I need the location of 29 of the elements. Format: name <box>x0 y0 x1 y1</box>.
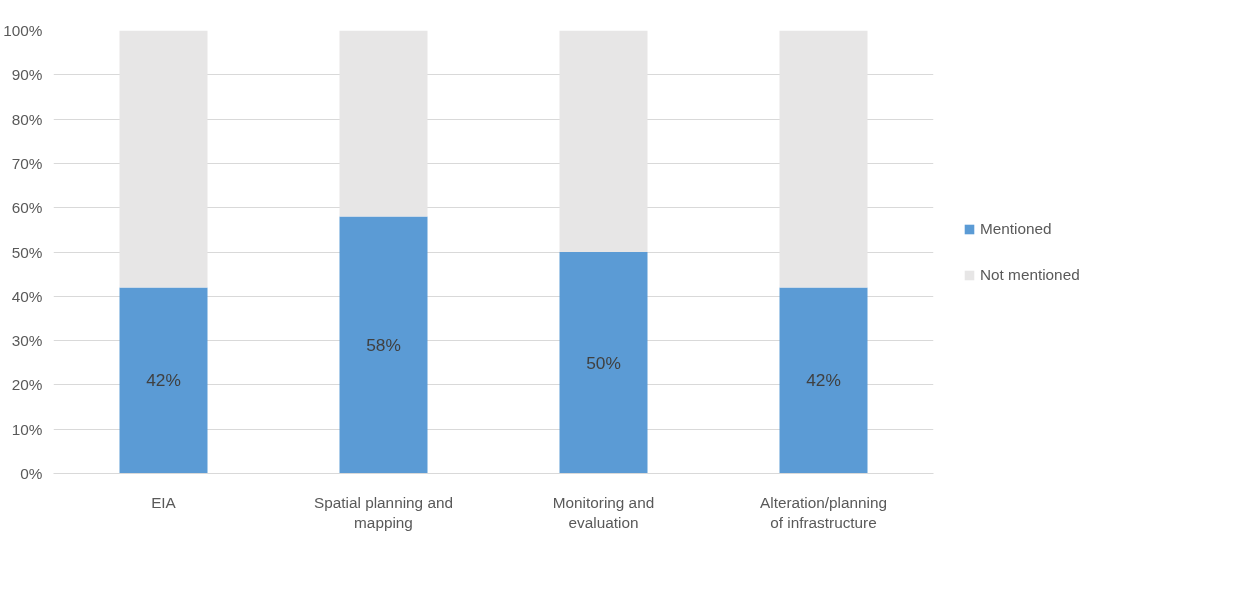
x-tick-label: Alteration/planning of infrastructure <box>760 493 887 531</box>
data-label: 58% <box>366 335 401 356</box>
bar <box>119 287 208 474</box>
data-label: 42% <box>146 370 181 391</box>
x-tick-label: Spatial planning and mapping <box>314 493 453 531</box>
y-tick-label: 70% <box>11 154 43 172</box>
x-tick-label: Monitoring and evaluation <box>552 493 655 531</box>
bar <box>559 252 648 474</box>
x-tick-label: EIA <box>151 493 177 511</box>
data-label: 42% <box>806 370 841 391</box>
y-tick-label: 10% <box>11 420 43 438</box>
y-tick-label: 90% <box>11 66 43 84</box>
bar <box>119 30 208 288</box>
y-tick-label: 20% <box>11 376 43 394</box>
y-tick-label: 50% <box>11 243 43 261</box>
bar <box>559 30 648 252</box>
y-tick-label: 100% <box>3 22 43 39</box>
bar <box>779 287 868 474</box>
bar <box>339 216 428 474</box>
legend-label: Not mentioned <box>980 265 1080 284</box>
y-tick-label: 0% <box>20 465 43 482</box>
bar <box>339 30 428 217</box>
data-label: 50% <box>586 352 621 373</box>
y-tick-label: 60% <box>11 199 43 217</box>
y-tick-label: 80% <box>11 110 43 128</box>
y-tick-label: 30% <box>11 332 43 350</box>
bar <box>779 30 868 288</box>
y-tick-label: 40% <box>11 287 43 305</box>
legend-label: Mentioned <box>980 219 1052 238</box>
